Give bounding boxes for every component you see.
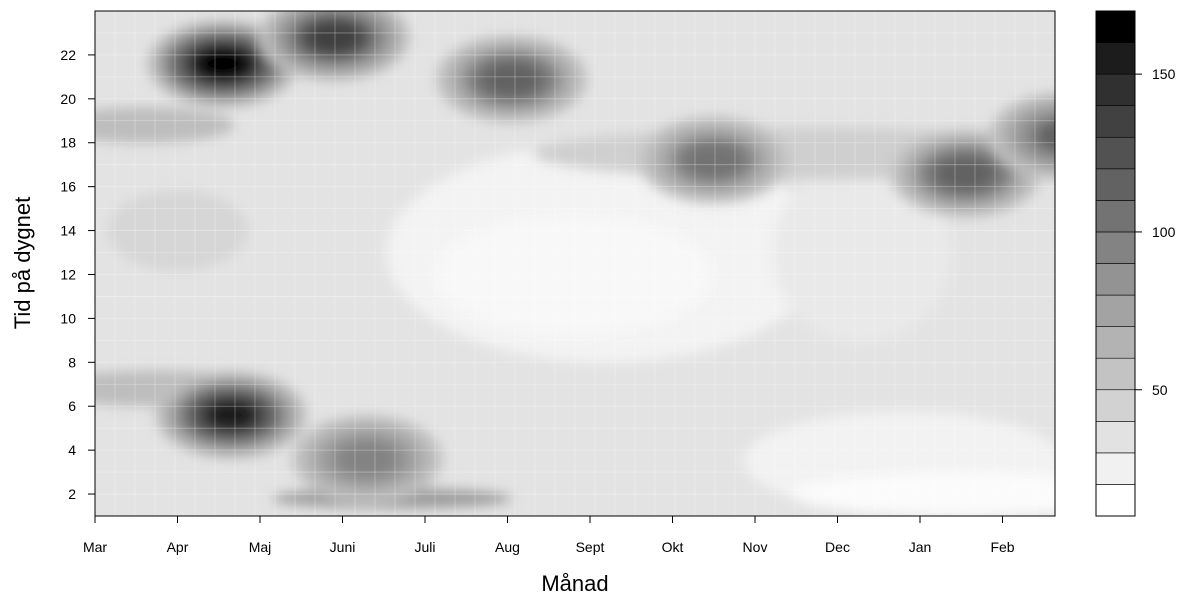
x-tick-label: Mar (83, 539, 107, 555)
x-axis-title: Månad (541, 571, 608, 596)
y-tick-label: 14 (60, 223, 76, 239)
colorbar-swatch (1095, 294, 1136, 327)
hotspot-contour (199, 50, 247, 78)
y-axis: 2 4 6 8 10 12 14 16 18 20 22 (60, 47, 95, 502)
y-tick-label: 10 (60, 310, 76, 326)
y-tick-label: 16 (60, 179, 76, 195)
colorbar-swatch (1095, 389, 1136, 422)
colorbar-border (1095, 10, 1136, 517)
hotspot-contour (937, 157, 994, 190)
x-tick-label: Juni (330, 539, 356, 555)
hotspot-contour (483, 63, 540, 95)
y-tick-label: 18 (60, 135, 76, 151)
x-tick-label: Maj (249, 539, 272, 555)
y-tick-label: 20 (60, 91, 76, 107)
y-tick-label: 8 (68, 354, 76, 370)
plot-area (94, 10, 1056, 517)
x-axis: Mar Apr Maj Juni Juli Aug Sept Okt Nov Dec Jan Feb (83, 516, 1015, 555)
colorbar-swatch (1095, 10, 1136, 43)
y-tick-label: 6 (68, 398, 76, 414)
background-region (107, 190, 248, 271)
colorbar-swatch (1095, 357, 1136, 391)
x-tick-label: Nov (743, 539, 768, 555)
hotspot-contour (337, 442, 397, 476)
y-tick-label: 12 (60, 266, 76, 282)
x-tick-label: Jan (909, 539, 932, 555)
hotspot-contour (309, 23, 360, 52)
hotspot-contour (684, 143, 744, 178)
colorbar-swatch (1095, 42, 1136, 75)
x-tick-label: Apr (167, 539, 189, 555)
colorbar-swatch (1095, 263, 1136, 296)
colorbar-swatch (1095, 326, 1136, 359)
hotspot-contour (1036, 121, 1055, 151)
y-tick-label: 22 (60, 47, 76, 63)
y-tick-label: 4 (68, 442, 76, 458)
colorbar-swatch (1095, 484, 1136, 517)
colorbar-swatch (1095, 105, 1136, 138)
x-tick-label: Juli (414, 539, 435, 555)
colorbar-tick-label: 100 (1152, 224, 1176, 240)
background-region (791, 472, 1055, 516)
activity-band (95, 107, 235, 144)
x-tick-label: Dec (825, 539, 850, 555)
colorbar-tick-label: 50 (1152, 382, 1168, 398)
x-tick-label: Okt (662, 539, 684, 555)
colorbar-swatch (1095, 231, 1136, 264)
background-region (433, 214, 714, 335)
y-axis-title: Tid på dygnet (10, 197, 35, 330)
x-tick-label: Sept (576, 539, 605, 555)
contour-regions (95, 11, 1055, 516)
x-tick-label: Feb (990, 539, 1014, 555)
colorbar-swatch (1095, 452, 1136, 485)
hotspot-contour (206, 401, 256, 429)
colorbar-swatch (1095, 421, 1136, 454)
background-region (772, 162, 953, 343)
y-tick-label: 2 (68, 486, 76, 502)
colorbar-swatch (1095, 73, 1136, 106)
plot-border (94, 10, 1056, 517)
grid-lines (95, 11, 1055, 516)
x-tick-label: Aug (495, 539, 520, 555)
colorbar-swatch (1095, 168, 1136, 201)
colorbar-tick-label: 150 (1152, 66, 1176, 82)
colorbar: 50 100 150 (1095, 10, 1176, 517)
colorbar-swatch (1095, 136, 1136, 170)
colorbar-swatch (1095, 200, 1136, 233)
